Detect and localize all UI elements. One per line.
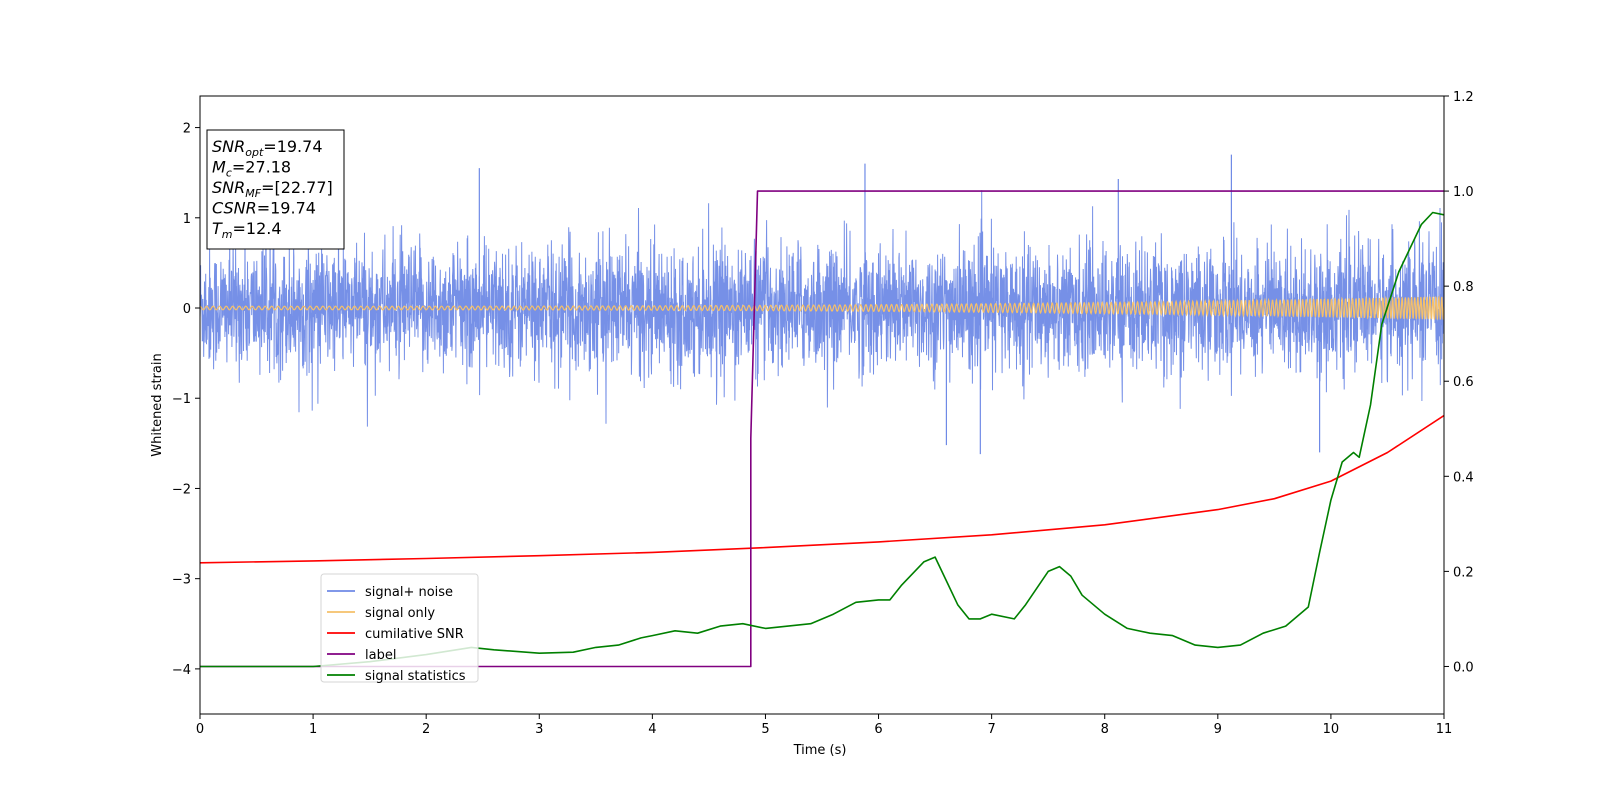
x-tick-label: 1 [309,722,317,737]
y-tick-label: −2 [172,482,191,497]
legend-frame [320,573,479,683]
x-tick-label: 0 [196,722,204,737]
lines-layer [200,190,1444,668]
annotation-line: Mc=27.18 [212,158,291,180]
y-axis-right: 0.0 0.2 0.4 0.6 0.8 1.0 1.2 [1444,90,1474,675]
x-tick-label: 10 [1323,722,1340,737]
legend-label: label [365,648,396,663]
series-signal-only-line [200,295,1444,321]
y-tick-label: 1 [183,212,191,227]
signal-noise-layer [200,154,1444,455]
x-tick-label: 7 [987,722,995,737]
legend: signal+ noise signal only cumilative SNR la… [320,573,479,684]
y-tick-label: −3 [172,573,191,588]
plot-area [200,154,1444,668]
x-tick-label: 9 [1214,722,1222,737]
x-tick-label: 11 [1436,722,1453,737]
series-cumilative-snr-line [200,414,1444,564]
annotation-frame [206,129,345,250]
y2-tick-label: 1.2 [1453,90,1474,105]
x-tick-label: 2 [422,722,430,737]
y-tick-label: 0 [183,302,191,317]
y-axis-label: Whitened strain [150,353,165,456]
x-tick-label: 6 [874,722,882,737]
annotation-line: Tm=12.4 [212,219,282,241]
y2-tick-label: 0.0 [1453,660,1474,675]
x-tick-label: 5 [761,722,769,737]
x-tick-label: 8 [1101,722,1109,737]
plot-frame [199,95,1445,715]
y-tick-label: −1 [172,392,191,407]
y-tick-label: −4 [172,663,191,678]
series-label-line [200,190,1444,668]
x-tick-label: 4 [648,722,656,737]
y2-tick-label: 0.6 [1453,375,1474,390]
annotation-line: SNRMF=[22.77] [212,178,333,200]
y-tick-label: 2 [183,122,191,137]
y2-tick-label: 1.0 [1453,185,1474,200]
y-axis-left: −4 −3 −2 −1 0 1 2 [172,122,200,678]
y2-tick-label: 0.8 [1453,280,1474,295]
y2-tick-label: 0.2 [1453,565,1474,580]
y2-tick-label: 0.4 [1453,470,1474,485]
x-axis: 0 1 2 3 4 5 6 7 8 9 10 11 [196,714,1452,737]
legend-label: cumilative SNR [365,627,464,642]
legend-label: signal only [365,606,435,621]
x-axis-label: Time (s) [793,743,847,758]
series-signal-noise-line [200,190,1444,427]
legend-label: signal+ noise [365,585,453,600]
legend-label: signal statistics [365,669,466,684]
annotation-line: SNRopt=19.74 [212,137,323,159]
x-tick-label: 3 [535,722,543,737]
series-signal-statistics-line [200,211,1444,668]
annotation-line: CSNR=19.74 [212,199,316,218]
annotation-box: SNRopt=19.74Mc=27.18SNRMF=[22.77]CSNR=19… [206,129,345,250]
